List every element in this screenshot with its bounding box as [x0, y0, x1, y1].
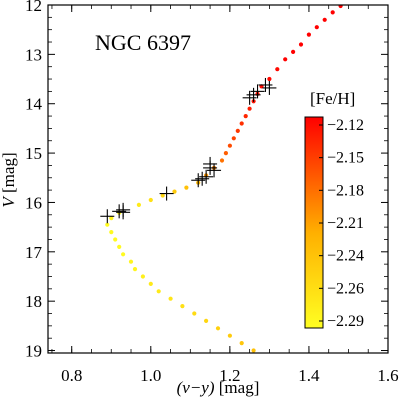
- data-point: [140, 274, 145, 279]
- data-point: [109, 216, 114, 221]
- plus-marker: [195, 171, 210, 186]
- x-axis-title: (v−y) [mag]: [177, 378, 260, 397]
- plus-marker: [203, 156, 218, 171]
- plus-marker: [207, 163, 222, 178]
- plus-marker: [159, 186, 174, 201]
- data-point: [283, 57, 288, 62]
- colorbar-tick-label: −2.18: [327, 182, 364, 199]
- y-axis-unit: [mag]: [0, 152, 18, 193]
- data-point: [247, 106, 252, 111]
- data-point: [298, 42, 304, 47]
- data-point: [160, 193, 165, 198]
- data-point: [117, 244, 122, 249]
- plus-marker: [242, 90, 257, 105]
- x-tick-label: 0.8: [61, 366, 82, 385]
- data-point: [128, 259, 134, 264]
- data-point: [156, 289, 161, 294]
- plot-frame: [47, 4, 389, 354]
- data-point: [180, 304, 185, 309]
- y-tick-label: 15: [25, 144, 42, 163]
- data-point: [168, 296, 173, 301]
- data-point: [148, 281, 153, 286]
- chart-title: NGC 6397: [95, 30, 191, 55]
- x-axis-variable: (v−y): [177, 378, 215, 397]
- data-point: [113, 237, 118, 242]
- x-axis-unit: [mag]: [219, 378, 260, 397]
- colorbar-ticks: −2.12 −2.15 −2.18 −2.21 −2.24 −2.26 −2.29: [319, 117, 364, 330]
- x-tick-label: 1.6: [377, 366, 398, 385]
- data-point: [322, 17, 327, 22]
- data-point: [227, 333, 232, 338]
- data-point: [291, 49, 296, 55]
- colorbar-tick-label: −2.29: [327, 313, 364, 330]
- x-tick-label: 1.4: [298, 366, 320, 385]
- data-point: [314, 25, 319, 30]
- data-point: [227, 143, 232, 148]
- plus-marker: [191, 173, 206, 188]
- colorbar-title: [Fe/H]: [310, 89, 355, 108]
- data-point: [105, 222, 110, 227]
- colorbar-tick-label: −2.12: [327, 117, 364, 134]
- plus-marker: [250, 84, 265, 99]
- data-point: [109, 230, 114, 235]
- plus-marker: [112, 204, 127, 219]
- data-point: [121, 252, 126, 257]
- y-tick-label: 12: [25, 0, 42, 15]
- plus-marker: [100, 209, 115, 224]
- plus-marker: [116, 202, 131, 217]
- data-point: [330, 10, 335, 15]
- y-axis-title: V [mag]: [0, 152, 18, 207]
- data-point: [132, 267, 138, 272]
- y-tick-label: 13: [25, 45, 42, 64]
- data-point: [235, 128, 240, 133]
- axis-ticks: 0.8 1.0 1.2 1.4 1.6 12 13 14 15 16 17 18 19: [25, 0, 399, 385]
- data-point: [223, 151, 228, 156]
- data-point: [204, 318, 209, 323]
- colorbar-tick-label: −2.15: [327, 150, 364, 167]
- colorbar-tick-label: −2.24: [327, 248, 364, 265]
- x-tick-label: 1.0: [140, 366, 161, 385]
- data-point: [275, 67, 280, 72]
- plus-marker: [246, 87, 261, 102]
- data-point: [184, 185, 189, 190]
- data-point: [239, 341, 244, 346]
- plus-marker: [262, 80, 277, 95]
- colorbar-tick-label: −2.26: [327, 280, 364, 297]
- data-point: [239, 121, 244, 126]
- data-point: [243, 114, 248, 119]
- colorbar-tick-label: −2.21: [327, 215, 364, 232]
- y-tick-label: 16: [25, 193, 42, 212]
- data-point: [338, 5, 343, 9]
- y-tick-label: 19: [25, 342, 42, 361]
- x-tick-label: 1.2: [219, 366, 240, 385]
- data-point: [215, 326, 221, 331]
- plus-marker: [258, 77, 273, 92]
- data-point: [219, 158, 225, 163]
- data-point: [306, 32, 311, 37]
- y-tick-label: 18: [25, 292, 42, 311]
- y-tick-label: 17: [25, 243, 43, 262]
- data-point: [251, 348, 256, 353]
- data-point: [231, 136, 236, 141]
- y-tick-label: 14: [25, 95, 43, 114]
- plus-markers: [100, 77, 277, 224]
- data-point: [172, 189, 177, 194]
- data-point: [192, 311, 197, 316]
- data-point: [267, 76, 272, 82]
- data-point: [148, 197, 153, 203]
- y-axis-variable: V: [0, 195, 18, 208]
- data-point: [136, 202, 141, 207]
- plus-marker: [199, 169, 214, 184]
